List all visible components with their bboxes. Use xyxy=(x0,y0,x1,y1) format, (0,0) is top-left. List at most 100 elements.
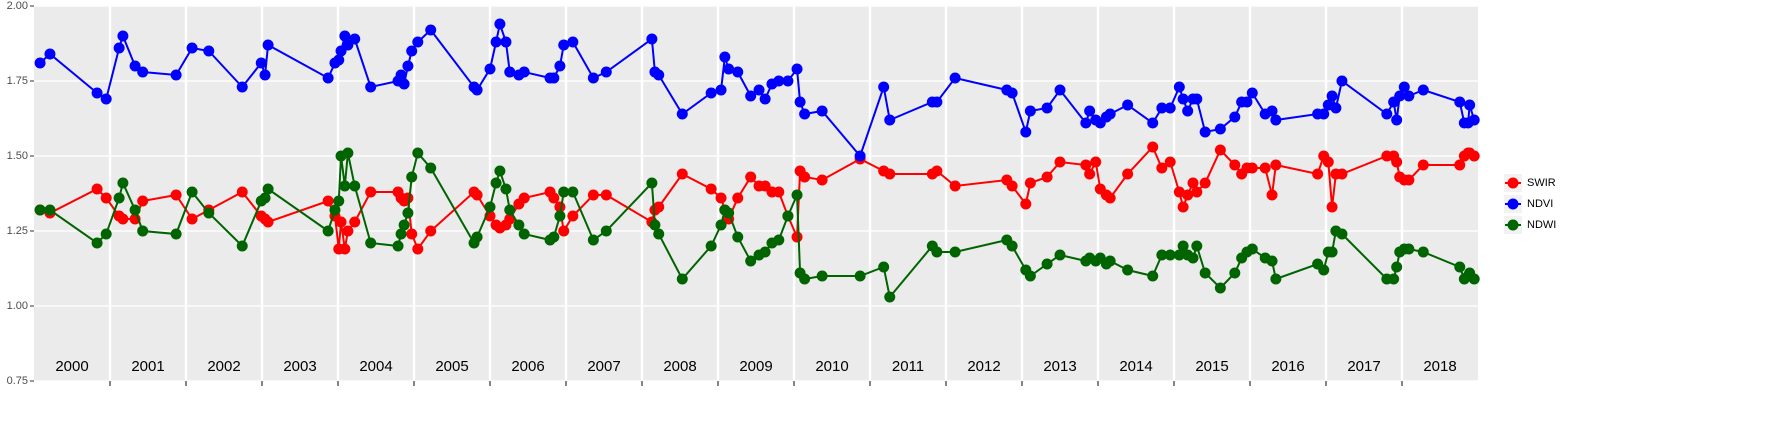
data-point xyxy=(113,192,125,204)
data-point xyxy=(494,165,506,177)
data-point xyxy=(398,219,410,231)
data-point xyxy=(490,177,502,189)
data-point xyxy=(773,234,785,246)
data-point xyxy=(646,177,658,189)
data-point xyxy=(349,180,361,192)
data-point xyxy=(567,36,579,48)
data-point xyxy=(471,231,483,243)
data-point xyxy=(129,204,141,216)
data-point xyxy=(1164,102,1176,114)
data-point xyxy=(137,195,149,207)
data-point xyxy=(1084,168,1096,180)
data-point xyxy=(759,93,771,105)
data-point xyxy=(1403,174,1415,186)
data-point xyxy=(1020,126,1032,138)
data-point xyxy=(732,231,744,243)
data-point xyxy=(504,66,516,78)
data-point xyxy=(1214,123,1226,135)
data-point xyxy=(816,270,828,282)
data-point xyxy=(1468,273,1480,285)
data-point xyxy=(1403,243,1415,255)
data-point xyxy=(44,48,56,60)
data-point xyxy=(1084,105,1096,117)
data-point xyxy=(170,69,182,81)
data-point xyxy=(34,204,46,216)
data-point xyxy=(1173,81,1185,93)
data-point xyxy=(799,171,811,183)
data-point xyxy=(1326,90,1338,102)
data-point xyxy=(1468,150,1480,162)
data-point xyxy=(1156,162,1168,174)
legend-label: NDVI xyxy=(1527,198,1553,210)
data-point xyxy=(339,30,351,42)
data-point xyxy=(1020,198,1032,210)
data-point xyxy=(236,81,248,93)
year-label: 2000 xyxy=(55,358,88,375)
data-point xyxy=(1147,117,1159,129)
data-point xyxy=(137,66,149,78)
data-point xyxy=(600,189,612,201)
data-point xyxy=(931,165,943,177)
year-label: 2018 xyxy=(1423,358,1456,375)
data-point xyxy=(1191,240,1203,252)
data-point xyxy=(587,72,599,84)
data-point xyxy=(504,204,516,216)
data-point xyxy=(365,81,377,93)
data-point xyxy=(1006,240,1018,252)
data-point xyxy=(412,243,424,255)
data-point xyxy=(558,225,570,237)
data-point xyxy=(653,201,665,213)
data-point xyxy=(1266,189,1278,201)
data-point xyxy=(1041,171,1053,183)
data-point xyxy=(471,84,483,96)
year-label: 2007 xyxy=(587,358,620,375)
data-point xyxy=(392,240,404,252)
data-point xyxy=(723,207,735,219)
data-point xyxy=(745,90,757,102)
data-point xyxy=(500,36,512,48)
data-point xyxy=(715,219,727,231)
data-point xyxy=(333,54,345,66)
data-point xyxy=(931,96,943,108)
data-point xyxy=(1229,111,1241,123)
data-point xyxy=(1312,168,1324,180)
data-point xyxy=(791,63,803,75)
data-point xyxy=(782,75,794,87)
y-tick-label: 1.50 xyxy=(7,150,28,162)
data-point xyxy=(854,270,866,282)
data-point xyxy=(425,24,437,36)
year-label: 2010 xyxy=(815,358,848,375)
year-label: 2002 xyxy=(207,358,240,375)
data-point xyxy=(484,201,496,213)
data-point xyxy=(794,96,806,108)
data-point xyxy=(1326,246,1338,258)
data-point xyxy=(1090,156,1102,168)
data-point xyxy=(1041,258,1053,270)
data-point xyxy=(335,216,347,228)
y-tick-label: 1.75 xyxy=(7,75,28,87)
data-point xyxy=(745,255,757,267)
data-point xyxy=(1122,168,1134,180)
data-point xyxy=(339,243,351,255)
data-point xyxy=(513,219,525,231)
data-point xyxy=(1318,108,1330,120)
data-point xyxy=(1080,159,1092,171)
y-tick-label: 2.00 xyxy=(7,0,28,12)
data-point xyxy=(646,33,658,45)
data-point xyxy=(1147,270,1159,282)
data-point xyxy=(322,72,334,84)
data-point xyxy=(342,225,354,237)
data-point xyxy=(1187,252,1199,264)
data-point xyxy=(170,228,182,240)
data-point xyxy=(1173,186,1185,198)
year-label: 2011 xyxy=(892,358,924,375)
year-label: 2008 xyxy=(663,358,696,375)
data-point xyxy=(558,39,570,51)
y-tick-label: 1.00 xyxy=(7,300,28,312)
data-point xyxy=(791,189,803,201)
data-point xyxy=(705,87,717,99)
data-point xyxy=(342,147,354,159)
data-point xyxy=(773,186,785,198)
data-point xyxy=(554,60,566,72)
